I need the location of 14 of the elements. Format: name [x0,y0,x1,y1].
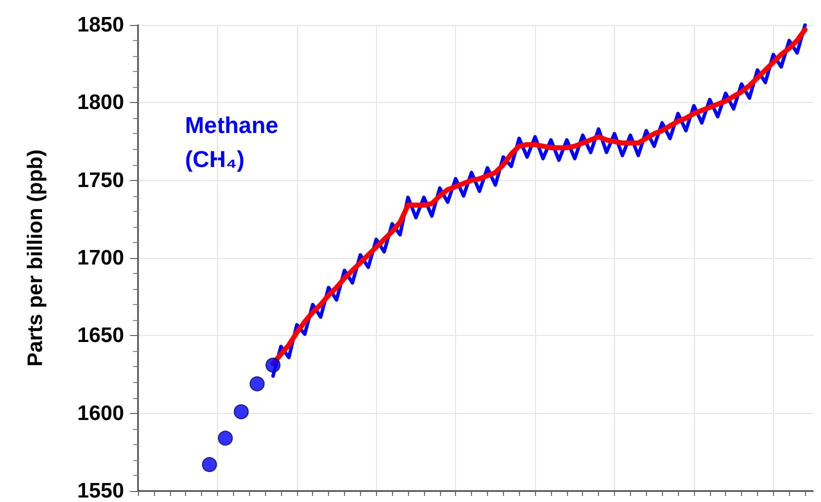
y-tick-label: 1650 [77,324,124,348]
point [266,358,280,373]
y-tick-label: 1800 [77,91,124,114]
y-tick-label: 1550 [77,480,124,502]
annotation: Methane (CH₄) [185,112,285,172]
y-tick-label: 1700 [77,246,124,270]
point [218,430,233,446]
y-axis-title: Parts per billion (ppb) [24,149,47,367]
y-tick-label: 1600 [77,402,124,425]
point [202,457,217,472]
y-tick-label: 1750 [77,168,124,192]
point [250,376,265,392]
y-tick-label: 1850 [77,14,124,36]
point [234,404,249,420]
